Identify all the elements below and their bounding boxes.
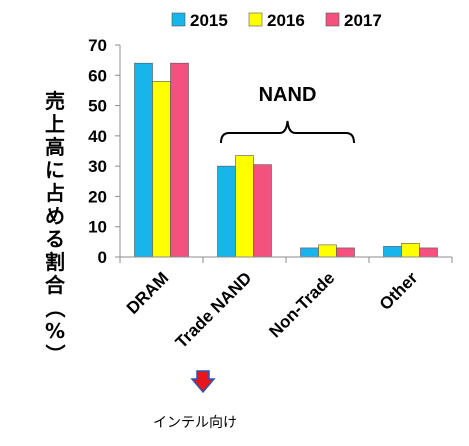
y-axis-label-char: 高 xyxy=(45,135,65,159)
note-label: インテル向け xyxy=(153,415,237,431)
y-axis-label-char: 売 xyxy=(45,89,65,113)
bar xyxy=(253,164,272,258)
legend-label: 2017 xyxy=(344,11,382,30)
bar xyxy=(336,247,355,258)
bar xyxy=(300,247,319,258)
y-tick-label: 10 xyxy=(88,218,107,237)
bar xyxy=(134,62,153,258)
bar xyxy=(217,165,236,258)
y-tick-label: 40 xyxy=(88,127,107,146)
legend-swatch xyxy=(325,12,340,27)
bar xyxy=(152,81,171,258)
bar xyxy=(419,247,438,258)
x-tick-label: Non-Trade xyxy=(265,268,338,341)
bar xyxy=(401,243,420,258)
bar xyxy=(170,62,189,258)
y-axis-label-char: ） xyxy=(43,344,67,364)
y-axis-label-char: 占 xyxy=(45,181,65,205)
y-tick-label: 0 xyxy=(98,248,107,267)
y-tick-label: 20 xyxy=(88,187,107,206)
x-tick-label: DRAM xyxy=(123,268,172,317)
y-axis-label-char: （ xyxy=(43,298,67,318)
x-tick-label: Other xyxy=(376,268,422,314)
x-axis: DRAM Trade NAND Non-Trade Other xyxy=(119,256,453,352)
y-axis-label-char: る xyxy=(45,227,65,251)
bar xyxy=(383,246,402,258)
y-axis-label-char: 合 xyxy=(45,273,66,297)
y-axis-label-char: 上 xyxy=(45,112,65,136)
bar xyxy=(318,244,337,258)
legend-swatch xyxy=(171,12,186,27)
y-tick-label: 60 xyxy=(88,66,107,85)
bar xyxy=(235,155,254,258)
bars xyxy=(134,62,438,258)
y-axis: 0 10 20 30 40 50 60 70 xyxy=(88,36,121,267)
y-axis-label-char: 割 xyxy=(45,250,65,274)
y-axis-label-char: に xyxy=(45,158,65,182)
y-tick-label: 50 xyxy=(88,97,107,116)
intel-note: インテル向け xyxy=(153,370,237,431)
y-tick-label: 70 xyxy=(88,36,107,55)
y-axis-label-char: め xyxy=(45,204,65,228)
nand-brace: NAND xyxy=(220,84,355,144)
brace-label: NAND xyxy=(259,84,317,106)
x-tick-label: Trade NAND xyxy=(172,268,256,352)
brace-shape xyxy=(220,120,355,144)
y-tick-label: 30 xyxy=(88,157,107,176)
legend-label: 2015 xyxy=(190,11,228,30)
legend: 2015 2016 2017 xyxy=(171,11,382,30)
down-arrow-icon xyxy=(190,370,216,394)
legend-swatch xyxy=(248,12,263,27)
legend-label: 2016 xyxy=(267,11,305,30)
y-axis-label-char: % xyxy=(45,319,65,343)
